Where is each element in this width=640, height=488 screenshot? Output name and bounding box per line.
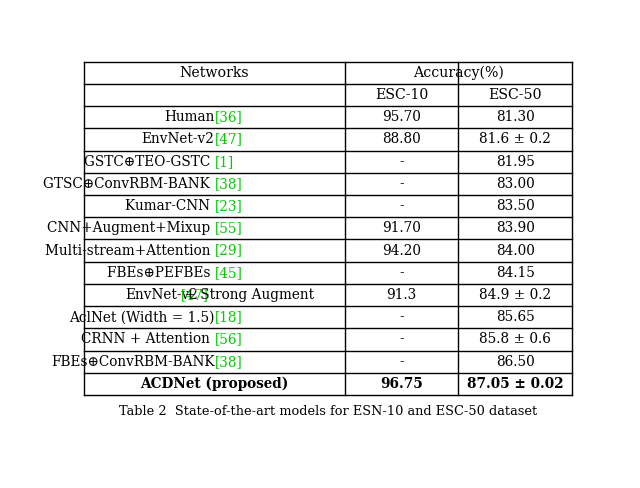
Text: + Strong Augment: + Strong Augment — [180, 288, 314, 302]
Text: 81.6 ± 0.2: 81.6 ± 0.2 — [479, 132, 551, 146]
Text: 91.70: 91.70 — [382, 222, 421, 235]
Text: [38]: [38] — [214, 177, 242, 191]
Text: FBEs⊕PEFBEs: FBEs⊕PEFBEs — [107, 266, 214, 280]
Text: 85.8 ± 0.6: 85.8 ± 0.6 — [479, 332, 551, 346]
Text: 81.30: 81.30 — [496, 110, 534, 124]
Text: 86.50: 86.50 — [496, 355, 534, 369]
Text: [47]: [47] — [180, 288, 208, 302]
Text: 83.90: 83.90 — [496, 222, 534, 235]
Text: GSTC⊕TEO-GSTC: GSTC⊕TEO-GSTC — [84, 155, 214, 169]
Text: ACDNet (proposed): ACDNet (proposed) — [140, 377, 289, 391]
Text: -: - — [399, 199, 404, 213]
Text: 94.20: 94.20 — [382, 244, 421, 258]
Text: Multi-stream+Attention: Multi-stream+Attention — [45, 244, 214, 258]
Text: -: - — [399, 355, 404, 369]
Text: [38]: [38] — [214, 355, 242, 369]
Text: FBEs⊕ConvRBM-BANK: FBEs⊕ConvRBM-BANK — [51, 355, 214, 369]
Text: Accuracy(%): Accuracy(%) — [413, 65, 504, 80]
Text: -: - — [399, 266, 404, 280]
Text: 87.05 ± 0.02: 87.05 ± 0.02 — [467, 377, 564, 391]
Text: 83.00: 83.00 — [496, 177, 534, 191]
Text: -: - — [399, 155, 404, 169]
Text: -: - — [399, 310, 404, 324]
Text: [23]: [23] — [214, 199, 242, 213]
Text: 96.75: 96.75 — [380, 377, 423, 391]
Text: 91.3: 91.3 — [387, 288, 417, 302]
Text: 81.95: 81.95 — [496, 155, 534, 169]
Text: Table 2  State-of-the-art models for ESN-10 and ESC-50 dataset: Table 2 State-of-the-art models for ESN-… — [119, 405, 537, 418]
Text: -: - — [399, 177, 404, 191]
Text: [29]: [29] — [214, 244, 243, 258]
Text: 84.9 ± 0.2: 84.9 ± 0.2 — [479, 288, 551, 302]
Text: 84.00: 84.00 — [496, 244, 534, 258]
Text: EnvNet-v2: EnvNet-v2 — [125, 288, 198, 302]
Text: 95.70: 95.70 — [382, 110, 421, 124]
Text: 88.80: 88.80 — [382, 132, 421, 146]
Text: Networks: Networks — [180, 66, 250, 80]
Text: 84.15: 84.15 — [496, 266, 534, 280]
Text: [55]: [55] — [214, 222, 242, 235]
Text: [18]: [18] — [214, 310, 242, 324]
Text: GTSC⊕ConvRBM-BANK: GTSC⊕ConvRBM-BANK — [44, 177, 214, 191]
Text: EnvNet-v2: EnvNet-v2 — [141, 132, 214, 146]
Text: [45]: [45] — [214, 266, 243, 280]
Text: -: - — [399, 332, 404, 346]
Text: 83.50: 83.50 — [496, 199, 534, 213]
Text: [47]: [47] — [214, 132, 243, 146]
Text: CRNN + Attention: CRNN + Attention — [81, 332, 214, 346]
Text: ESC-50: ESC-50 — [488, 88, 542, 102]
Text: Kumar-CNN: Kumar-CNN — [125, 199, 214, 213]
Text: AclNet (Width = 1.5): AclNet (Width = 1.5) — [69, 310, 214, 324]
Text: ESC-10: ESC-10 — [375, 88, 428, 102]
Text: [1]: [1] — [214, 155, 234, 169]
Text: Human: Human — [164, 110, 214, 124]
Text: [36]: [36] — [214, 110, 242, 124]
Text: [56]: [56] — [214, 332, 242, 346]
Text: 85.65: 85.65 — [496, 310, 534, 324]
Text: CNN+Augment+Mixup: CNN+Augment+Mixup — [47, 222, 214, 235]
